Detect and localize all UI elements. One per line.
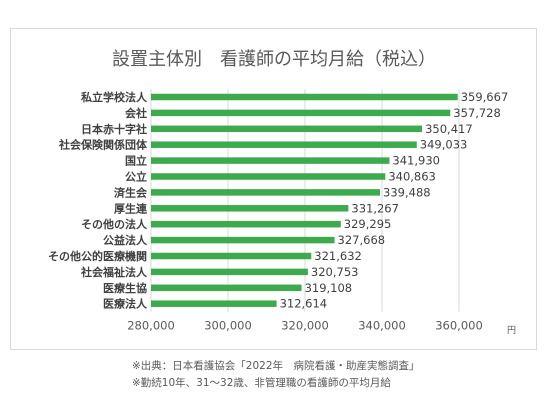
category-label: 国立 (125, 154, 147, 168)
x-tick-label: 300,000 (204, 319, 252, 333)
category-label: 日本赤十字社 (81, 122, 147, 136)
bar (151, 189, 381, 196)
category-label: 公立 (125, 170, 147, 184)
x-tick-label: 280,000 (127, 319, 175, 333)
value-label: 319,108 (305, 281, 353, 295)
source-footnote: ※出典：日本看護協会「2022年 病院看護・助産実態調査」 (132, 360, 420, 372)
bar (151, 205, 349, 212)
value-label: 331,267 (351, 201, 399, 215)
category-label: 済生会 (114, 185, 148, 199)
value-label: 341,930 (392, 154, 440, 168)
value-label: 321,632 (314, 249, 362, 263)
bar (151, 157, 390, 164)
bars (151, 93, 458, 307)
bar (151, 141, 417, 148)
bar (151, 252, 312, 260)
x-axis-ticks: 280,000 300,000 320,000 340,000 360,000 (127, 319, 483, 333)
bar (151, 300, 277, 307)
value-label: 349,033 (420, 138, 468, 152)
value-label: 312,614 (280, 297, 328, 311)
bar (151, 93, 458, 101)
category-label: 厚生連 (114, 201, 148, 215)
value-label: 339,488 (383, 185, 431, 199)
value-label: 350,417 (425, 122, 473, 136)
category-label: その他公的医療機関 (48, 249, 147, 263)
category-label: 会社 (125, 106, 147, 120)
category-label: 社会保険関係団体 (58, 138, 148, 152)
category-label: 公益法人 (103, 233, 148, 247)
x-tick-label: 340,000 (358, 319, 406, 333)
condition-footnote: ※勤続10年、31～32歳、非管理職の看護師の平均月給 (132, 377, 391, 389)
value-label: 327,668 (338, 233, 386, 247)
bar (151, 284, 302, 292)
category-label: 医療法人 (103, 297, 148, 311)
value-labels: 359,667 357,728 350,417 349,033 341,930 340,8… (280, 90, 509, 311)
chart-frame: 設置主体別 看護師の平均月給（税込） 私立学校法人会社日本赤十字社社会保険関係団… (10, 28, 537, 350)
bar (151, 220, 341, 228)
value-label: 359,667 (461, 90, 509, 104)
x-axis-unit-label: 円 (507, 325, 516, 336)
bar (151, 173, 386, 180)
category-label: 私立学校法人 (81, 90, 148, 104)
bar-chart: 設置主体別 看護師の平均月給（税込） 私立学校法人会社日本赤十字社社会保険関係団… (48, 49, 516, 336)
gridlines (150, 89, 460, 312)
value-label: 329,295 (344, 217, 392, 231)
category-label: その他の法人 (81, 217, 148, 231)
x-tick-label: 360,000 (435, 319, 483, 333)
category-labels: 私立学校法人会社日本赤十字社社会保険関係団体国立公立済生会厚生連その他の法人公益… (48, 90, 148, 311)
bar (151, 236, 335, 244)
bar (151, 268, 308, 276)
category-label: 社会福祉法人 (80, 265, 148, 279)
x-tick-label: 320,000 (281, 319, 329, 333)
bar (151, 125, 423, 133)
value-label: 340,863 (388, 170, 436, 184)
chart-title: 設置主体別 看護師の平均月給（税込） (112, 49, 436, 70)
value-label: 320,753 (311, 265, 359, 279)
value-label: 357,728 (453, 106, 501, 120)
category-label: 医療生協 (103, 281, 147, 295)
bar (151, 109, 451, 117)
